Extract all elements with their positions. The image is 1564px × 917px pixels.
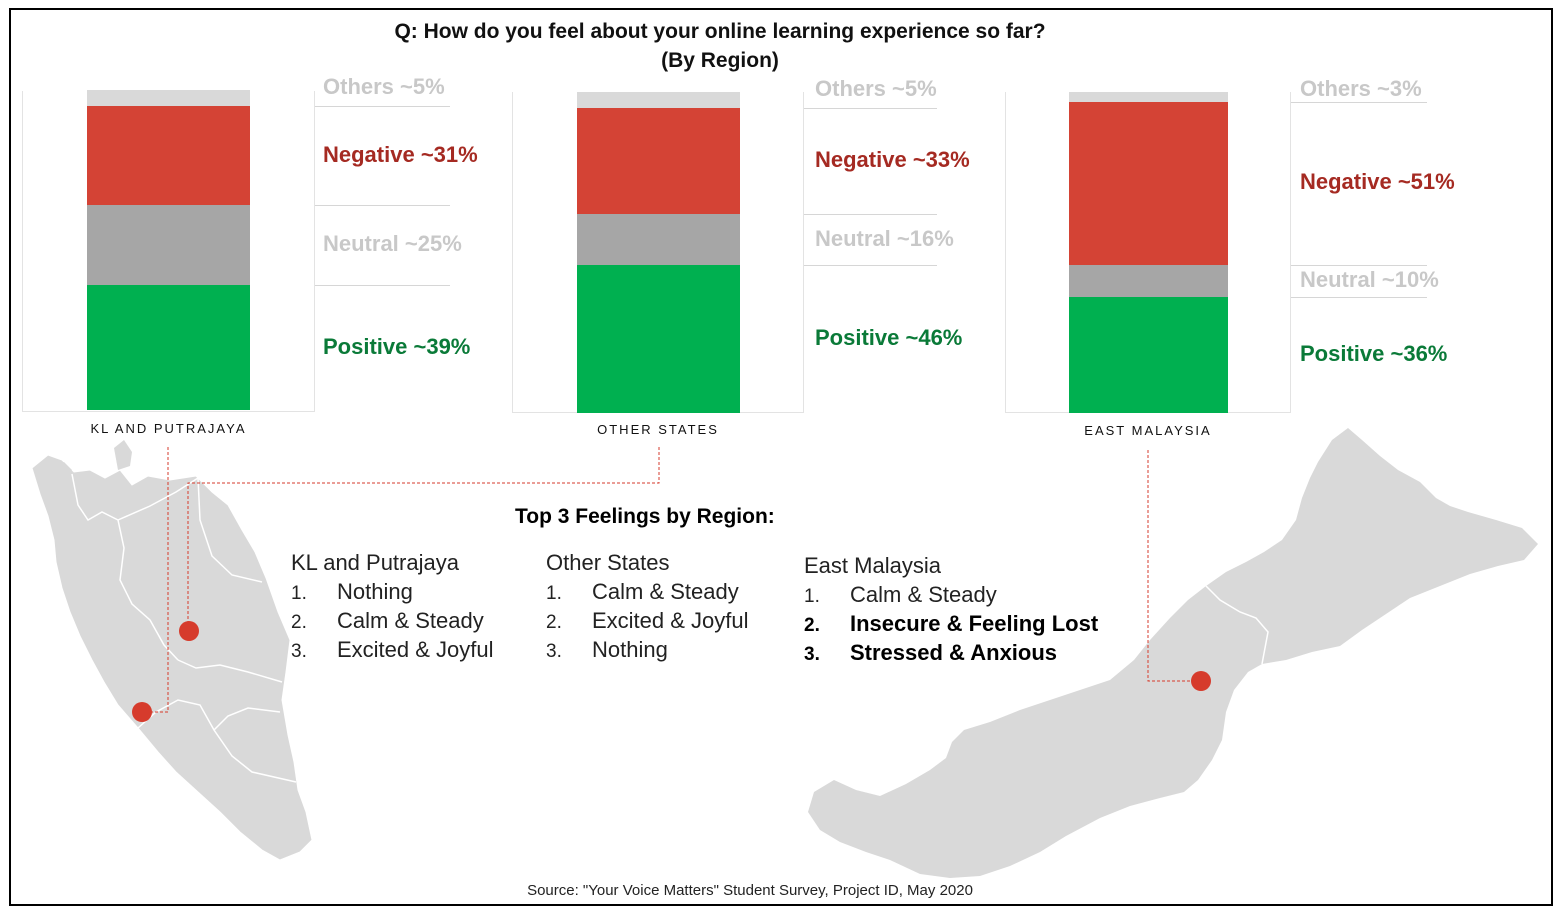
chart-subtitle: (By Region) (661, 49, 779, 72)
bar-east-malaysia-others (1069, 92, 1228, 102)
state-borders (71, 473, 297, 783)
bar-other-states-positive (577, 265, 740, 413)
item-text: Stressed & Anxious (850, 640, 1058, 665)
data-label-east-malaysia-negative: Negative ~51% (1300, 169, 1455, 195)
data-label-other-states-positive: Positive ~46% (815, 325, 963, 351)
item-number: 1. (804, 586, 820, 607)
east-malaysia-landmass (808, 428, 1538, 878)
source-note: Source: "Your Voice Matters" Student Sur… (527, 882, 973, 899)
chart-title: Q: How do you feel about your online lea… (394, 20, 1046, 43)
x-label-other-states: OTHER STATES (597, 422, 719, 437)
figure-frame (9, 8, 1553, 906)
east-malaysia-location-dot (1191, 671, 1211, 691)
top3-region-other-states: Other States (546, 550, 670, 575)
data-label-other-states-negative: Negative ~33% (815, 147, 970, 172)
item-number: 2. (804, 615, 820, 636)
bar-east-malaysia-positive (1069, 297, 1228, 413)
item-text: Excited & Joyful (337, 637, 494, 662)
top3-east-item-3: 3. Stressed & Anxious (804, 640, 1057, 666)
label-separator (315, 285, 450, 287)
item-number: 3. (291, 641, 307, 662)
item-number: 1. (546, 583, 562, 604)
top3-kl-item-1: 1. Nothing (291, 579, 413, 605)
penang-island (114, 440, 132, 470)
item-number: 3. (546, 641, 562, 662)
kl-location-dot (179, 621, 199, 641)
bar-other-states-others (577, 92, 740, 109)
top3-kl-item-2: 2. Calm & Steady (291, 608, 484, 634)
data-label-kl-and-putrajaya-neutral: Neutral ~25% (323, 231, 462, 257)
langkawi-island (54, 462, 72, 480)
bar-east-malaysia-negative (1069, 101, 1228, 266)
top3-east-item-1: 1. Calm & Steady (804, 582, 997, 608)
bar-east-malaysia-neutral (1069, 265, 1228, 298)
connector-other-states (187, 447, 660, 622)
item-text: Calm & Steady (592, 579, 739, 604)
item-text: Calm & Steady (337, 608, 484, 633)
top3-other-item-1: 1. Calm & Steady (546, 579, 739, 605)
item-number: 2. (291, 612, 307, 633)
connector-east-malaysia (1147, 450, 1192, 682)
kl-putrajaya-location-dot (132, 702, 152, 722)
bar-kl-and-putrajaya-positive (87, 285, 250, 410)
label-separator (1291, 265, 1427, 267)
label-separator (804, 265, 937, 267)
data-label-east-malaysia-others: Others ~3% (1300, 76, 1422, 101)
top3-heading: Top 3 Feelings by Region: (515, 505, 775, 528)
top3-east-item-2: 2. Insecure & Feeling Lost (804, 611, 1098, 637)
label-separator (315, 205, 450, 207)
data-label-east-malaysia-positive: Positive ~36% (1300, 341, 1448, 367)
bar-kl-and-putrajaya-neutral (87, 205, 250, 286)
top3-kl-item-3: 3. Excited & Joyful (291, 637, 494, 663)
label-separator (804, 108, 937, 110)
data-label-other-states-neutral: Neutral ~16% (815, 225, 954, 251)
data-label-kl-and-putrajaya-positive: Positive ~39% (323, 333, 471, 359)
peninsular-map (31, 440, 313, 861)
top3-region-kl: KL and Putrajaya (291, 550, 459, 575)
bar-kl-and-putrajaya-others (87, 90, 250, 106)
connector-kl (150, 447, 169, 713)
item-text: Nothing (337, 579, 413, 604)
x-label-kl-and-putrajaya: KL AND PUTRAJAYA (90, 421, 247, 436)
top3-region-east-malaysia: East Malaysia (804, 553, 941, 578)
item-number: 3. (804, 644, 820, 665)
item-text: Nothing (592, 637, 668, 662)
label-separator (1291, 101, 1427, 103)
data-label-other-states-others: Others ~5% (815, 76, 937, 101)
east-malaysia-border (1205, 585, 1269, 665)
data-label-kl-and-putrajaya-negative: Negative ~31% (323, 141, 478, 167)
top3-other-item-3: 3. Nothing (546, 637, 668, 663)
label-separator (315, 106, 450, 107)
item-text: Calm & Steady (850, 582, 997, 607)
connector-lines (150, 447, 1192, 713)
item-number: 1. (291, 583, 307, 604)
bar-kl-and-putrajaya-negative (87, 106, 250, 206)
bar-other-states-neutral (577, 213, 740, 266)
top3-other-item-2: 2. Excited & Joyful (546, 608, 749, 634)
x-label-east-malaysia: EAST MALAYSIA (1084, 423, 1212, 438)
item-text: Insecure & Feeling Lost (850, 611, 1099, 636)
peninsular-landmass (31, 454, 313, 861)
item-number: 2. (546, 612, 562, 633)
data-label-east-malaysia-neutral: Neutral ~10% (1300, 267, 1439, 293)
chart-area-kl-and-putrajaya (22, 91, 315, 412)
item-text: Excited & Joyful (592, 608, 749, 633)
label-separator (1291, 297, 1427, 299)
label-separator (804, 213, 937, 215)
borneo-map (808, 428, 1538, 878)
data-label-kl-and-putrajaya-others: Others ~5% (323, 74, 445, 99)
bar-other-states-negative (577, 108, 740, 214)
